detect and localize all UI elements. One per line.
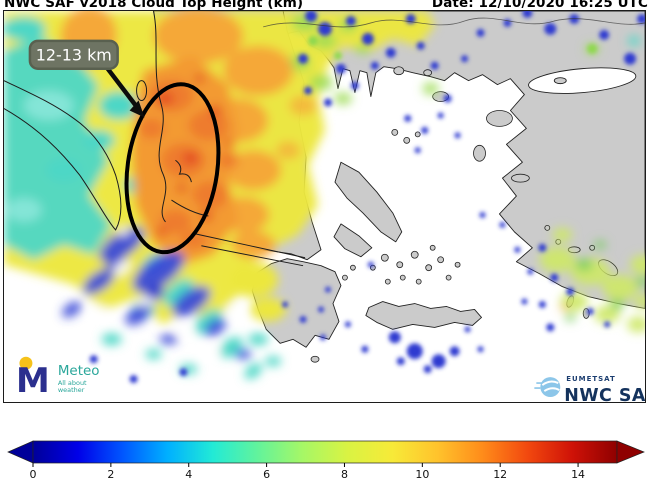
nwcsaf-org: EUMETSAT	[566, 375, 616, 383]
meteo-monogram: M	[16, 361, 50, 400]
nwcsaf-logo: EUMETSAT NWC SAF	[534, 375, 645, 402]
callout-box	[28, 39, 119, 70]
callout-label: 12-13 km	[36, 46, 112, 65]
colorbar-tick-label: 4	[185, 468, 192, 480]
meteo-tagline-2: weather	[58, 386, 85, 394]
cloud-top-height-map: 12-13 km M Meteo All about weather EUMET…	[3, 10, 646, 403]
meteo-tagline-1: All about	[58, 379, 87, 387]
nwcsaf-swirl-icon	[541, 380, 560, 392]
land-euboea	[334, 161, 403, 243]
marmara-island	[553, 77, 567, 85]
colorbar-canvas: 0 2 4 6 8 10 12 14	[7, 440, 645, 480]
nwcsaf-globe-icon	[540, 377, 561, 398]
map-canvas: 12-13 km M Meteo All about weather EUMET…	[4, 11, 645, 402]
figure-date: Date: 12/10/2020 16:25 UTC	[431, 0, 648, 11]
cth-callout: 12-13 km	[28, 39, 145, 118]
colorbar-right-arrow	[616, 440, 645, 464]
colorbar-tick-label: 0	[30, 468, 37, 480]
figure-title: NWC SAF v2018 Cloud Top Height (km)	[4, 0, 304, 11]
callout-arrow	[105, 67, 142, 112]
figure-header: NWC SAF v2018 Cloud Top Height (km) Date…	[4, 0, 648, 11]
colorbar-left-arrow	[7, 440, 34, 464]
callout-arrowhead	[129, 100, 145, 118]
storm-ellipse	[124, 82, 221, 255]
colorbar: 0 2 4 6 8 10 12 14	[0, 438, 650, 480]
land-crete	[365, 301, 482, 330]
colorbar-ticks: 0 2 4 6 8 10 12 14	[30, 463, 585, 480]
coast-west-greece	[153, 11, 167, 223]
land-attica	[333, 223, 373, 258]
marmara-sea	[528, 67, 637, 94]
coastline-overlay	[4, 11, 645, 267]
colorbar-tick-label: 2	[107, 468, 114, 480]
nwcsaf-wordmark: NWC SAF	[564, 386, 645, 402]
meteo-wordmark: Meteo	[58, 364, 100, 379]
cloud-specks	[89, 11, 645, 384]
colorbar-tick-label: 12	[493, 468, 507, 480]
colorbar-tick-label: 10	[415, 468, 429, 480]
colorbar-tick-label: 14	[571, 468, 585, 480]
colorbar-gradient-bar	[32, 440, 618, 464]
coast-italy	[4, 80, 122, 231]
meteo-sun-icon	[19, 356, 33, 370]
country-borders	[263, 17, 645, 28]
colorbar-tick-label: 6	[263, 468, 270, 480]
colorbar-tick-label: 8	[341, 468, 348, 480]
coast-corfu	[136, 80, 148, 102]
meteo-logo: M Meteo All about weather	[16, 356, 100, 400]
